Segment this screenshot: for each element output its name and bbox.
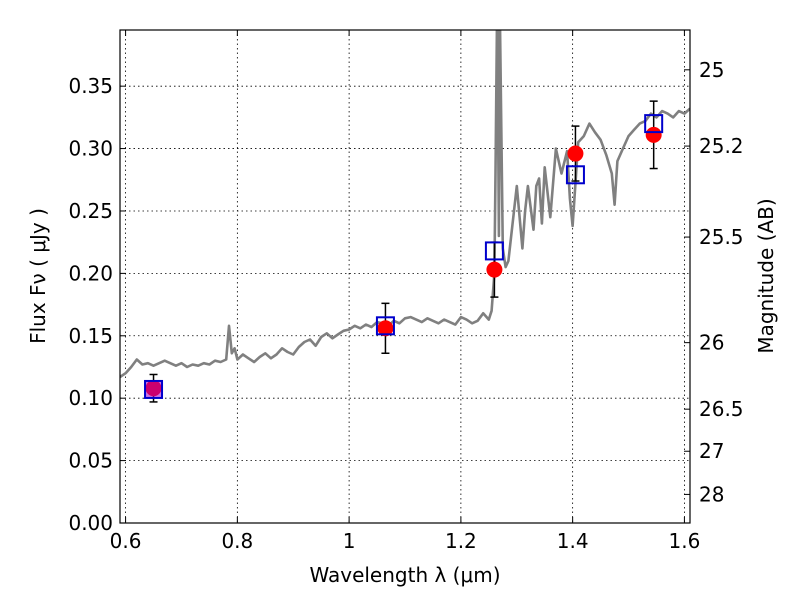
spectrum-line [120,30,690,379]
right-tick-label: 26.5 [699,397,744,421]
right-tick-label: 26 [699,331,724,355]
y-tick-label: 0.05 [68,449,113,473]
right-axis-title: Magnitude (AB) [754,198,778,353]
right-tick-label: 25.5 [699,225,744,249]
y-tick-label: 0.35 [68,74,113,98]
model-square [484,241,504,261]
model-square [644,114,664,134]
photometry-point [645,126,662,143]
y-tick-label: 0.20 [68,261,113,285]
x-tick-label: 1.2 [445,529,477,553]
x-tick-label: 0.8 [221,529,253,553]
right-tick-label: 27 [699,439,724,463]
model-square [144,379,164,399]
y-tick-label: 0.25 [68,199,113,223]
x-tick-label: 0.6 [110,529,142,553]
x-tick-label: 1.4 [557,529,589,553]
photometry-point [486,261,503,278]
right-tick-label: 25.2 [699,134,744,158]
model-square [565,165,585,185]
y-tick-label: 0.30 [68,137,113,161]
y-tick-label: 0.15 [68,324,113,348]
grid [120,30,690,524]
x-tick-label: 1 [343,529,356,553]
y-tick-label: 0.00 [68,511,113,535]
x-axis-title: Wavelength λ (μm) [309,563,500,587]
y-tick-label: 0.10 [68,386,113,410]
right-tick-label: 28 [699,482,724,506]
plot-frame [119,29,691,524]
y-axis-title: Flux Fν ( μJy ) [26,208,50,344]
x-tick-label: 1.6 [669,529,701,553]
right-tick-label: 25 [699,58,724,82]
photometry-point [567,145,584,162]
axes-ticks: 0.6 0.8 1 1.2 1.4 1.6 0.00 0.05 0.10 0.15 0.20 0.25… [68,30,744,553]
plot-area [120,30,690,403]
model-square [375,316,395,336]
